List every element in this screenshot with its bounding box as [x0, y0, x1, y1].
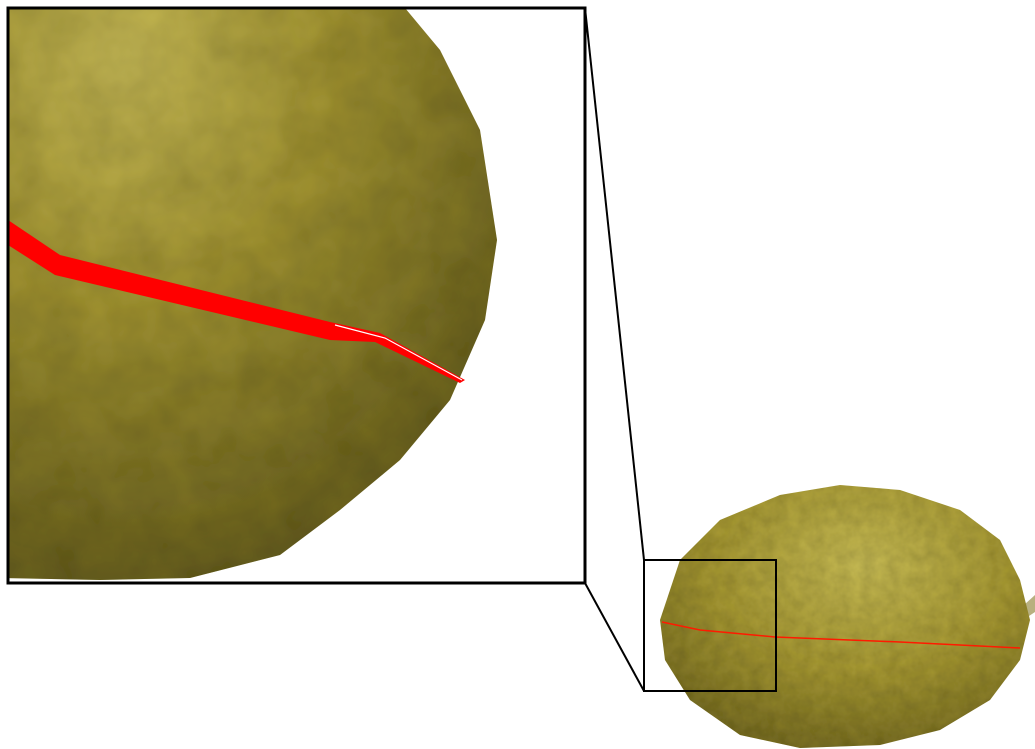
lemon-zoomed: [8, 8, 497, 580]
cut-highlight: [334, 324, 463, 381]
inset: [8, 8, 585, 583]
connector: [584, 582, 645, 692]
connector: [584, 7, 645, 561]
zoom-region: [643, 559, 777, 692]
cut-band: [8, 220, 465, 383]
lemon: [660, 485, 1030, 748]
inset-frame: [6, 6, 587, 585]
